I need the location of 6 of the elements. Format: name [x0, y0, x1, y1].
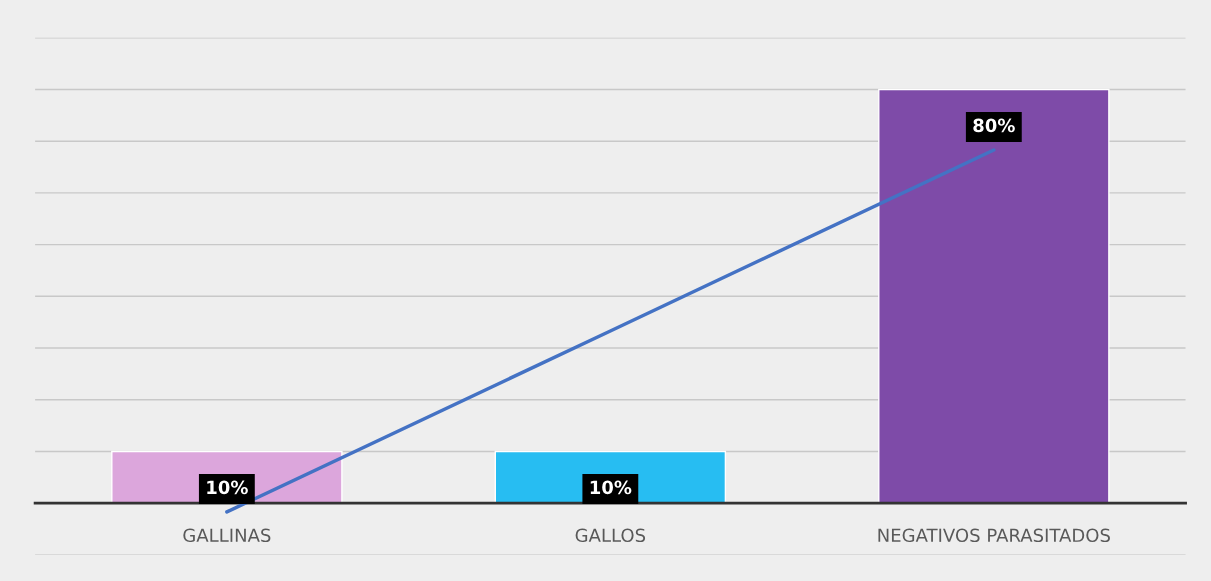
x-tick-label: NEGATIVOS PARASITADOS [878, 528, 1110, 543]
x-tick-label: GALLOS [575, 528, 646, 543]
x-tick-label: GALLINAS [183, 528, 271, 543]
data-label: 10% [207, 480, 248, 495]
data-label: 10% [590, 480, 632, 495]
data-label: 80% [973, 118, 1015, 133]
